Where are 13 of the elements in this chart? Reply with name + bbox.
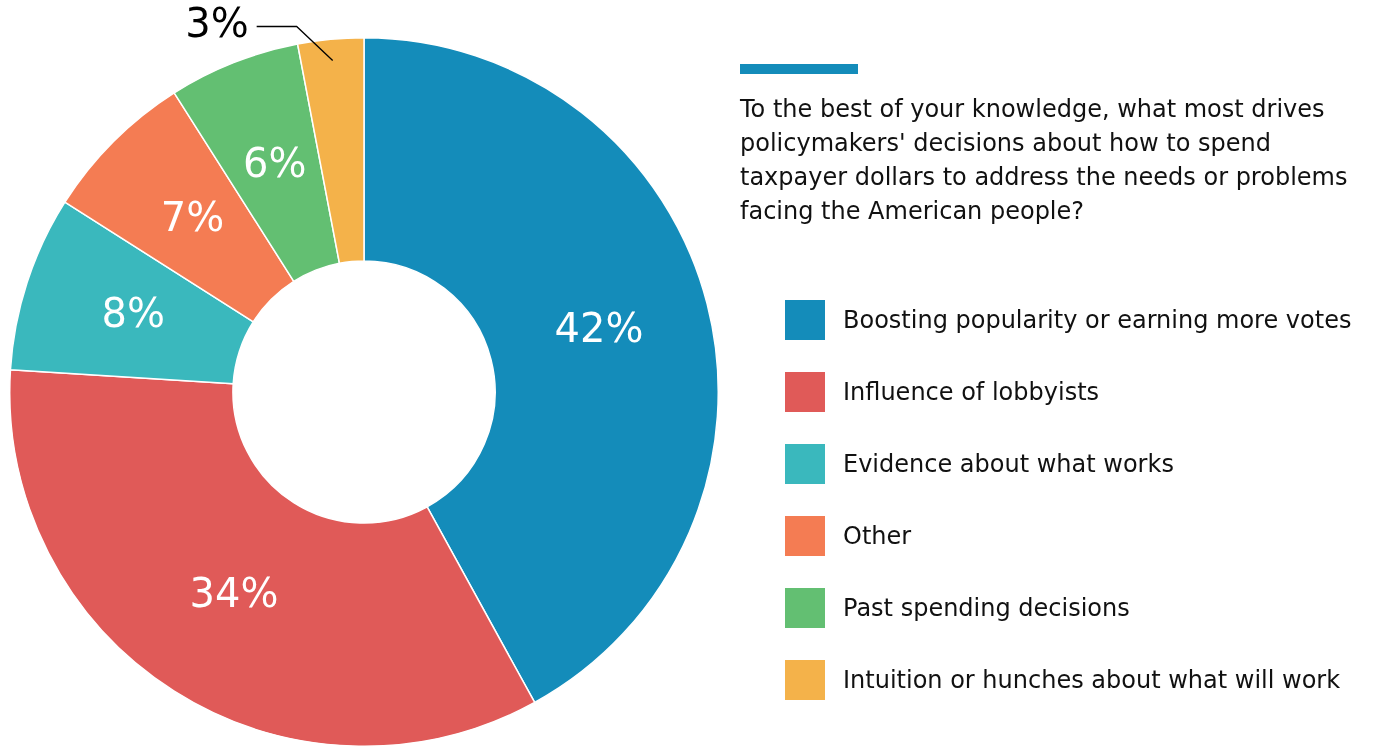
legend-label: Evidence about what works: [843, 450, 1174, 478]
legend-label: Influence of lobbyists: [843, 378, 1100, 406]
legend-label: Past spending decisions: [843, 594, 1130, 622]
data-label: 8%: [101, 290, 165, 337]
legend-label: Intuition or hunches about what will work: [843, 666, 1341, 694]
data-label: 6%: [242, 139, 307, 186]
data-label: 3%: [185, 0, 249, 46]
legend-label: Other: [843, 522, 912, 550]
data-label: 42%: [554, 305, 644, 352]
data-label: 34%: [189, 570, 279, 617]
text: To the best of your knowledge, what most drives policymakers' decisions about how to spend taxpayer dollars to address the needs or problems facing the American people?: [740, 94, 1349, 227]
legend-label: Boosting popularity or earning more votes: [843, 306, 1352, 334]
data-label: 7%: [160, 193, 225, 240]
